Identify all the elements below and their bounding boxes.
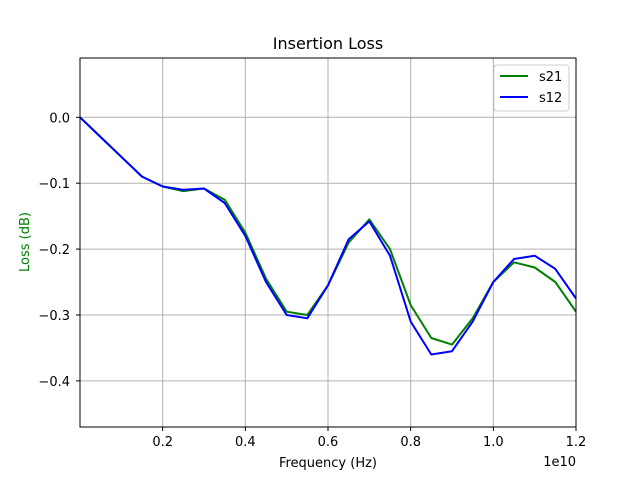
series-line-s12: [79, 116, 577, 356]
legend-label-s12: s12: [539, 91, 562, 106]
grid-lines: [80, 58, 577, 427]
y-tick-label: −0.3: [38, 309, 70, 324]
legend: s21 s12: [493, 64, 570, 112]
x-tick-label: 0.6: [318, 435, 339, 450]
x-tick-label: 0.2: [152, 435, 173, 450]
y-tick-label: −0.2: [38, 243, 70, 258]
legend-label-s21: s21: [539, 70, 562, 85]
y-axis-label: Loss (dB): [18, 212, 33, 272]
x-axis-label: Frequency (Hz): [279, 456, 377, 471]
plot-series: [79, 116, 577, 356]
y-tick-label: −0.4: [38, 375, 70, 390]
x-axis-offset-text: 1e10: [543, 455, 576, 470]
x-tick-label: 0.8: [400, 435, 421, 450]
y-tick-label: −0.1: [38, 177, 70, 192]
y-tick-label: 0.0: [49, 111, 70, 126]
x-tick-label: 0.4: [235, 435, 256, 450]
axis-ticks: 0.2 0.4 0.6 0.8 1.0 1.2 0.0 −0.1 −0.2 −0.3 −0.4: [38, 111, 586, 450]
x-tick-label: 1.0: [483, 435, 504, 450]
chart-title: Insertion Loss: [273, 34, 383, 53]
x-tick-label: 1.2: [566, 435, 587, 450]
